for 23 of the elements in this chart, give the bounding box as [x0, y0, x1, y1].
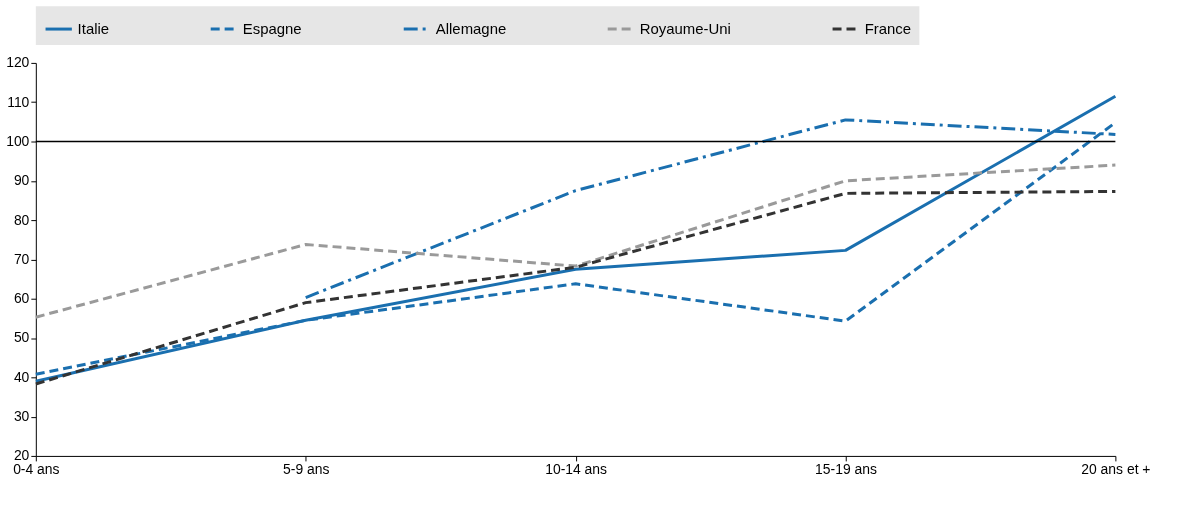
legend-label: Royaume-Uni	[639, 20, 731, 38]
legend-label: Espagne	[242, 20, 302, 38]
legend-label: Italie	[77, 20, 110, 38]
y-tick-label: 70	[13, 250, 30, 267]
y-tick-label: 80	[13, 211, 30, 228]
y-tick-label: 90	[13, 172, 30, 189]
legend-label: France	[864, 20, 912, 38]
y-tick-label: 50	[13, 329, 30, 346]
line-series	[34, 163, 1117, 319]
legend-label: Allemagne	[435, 20, 507, 38]
y-tick-label: 110	[7, 93, 30, 110]
x-tick-label: 20 ans et +	[1081, 461, 1151, 478]
x-tick-label: 5-9 ans	[283, 461, 330, 478]
x-tick-label: 0-4 ans	[13, 461, 60, 478]
y-tick-label: 20	[13, 447, 30, 464]
y-tick-label: 120	[6, 54, 30, 71]
x-tick-label: 10-14 ans	[545, 461, 608, 478]
y-tick-label: 40	[13, 368, 30, 385]
line-series	[34, 189, 1117, 386]
x-tick-label: 15-19 ans	[815, 461, 877, 478]
y-tick-label: 30	[13, 408, 30, 425]
y-tick-label: 60	[13, 290, 30, 307]
y-tick-label: 100	[6, 132, 30, 149]
